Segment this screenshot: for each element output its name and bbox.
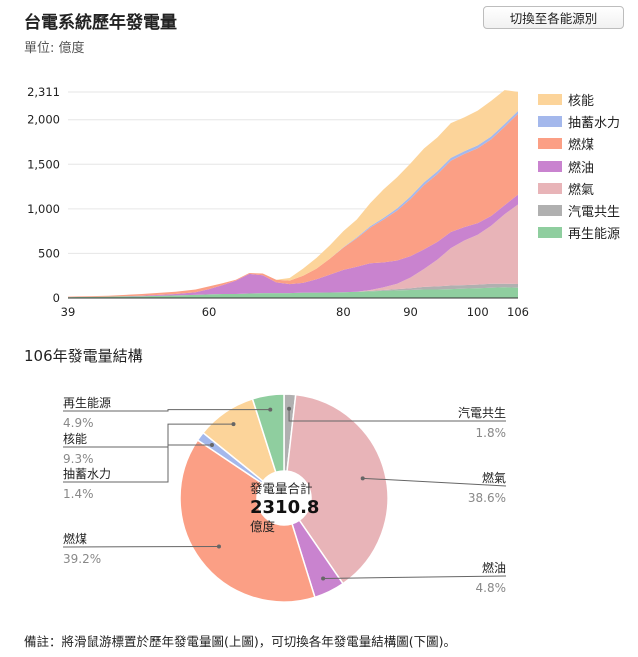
pie-label-name: 燃油 (482, 560, 506, 575)
legend-label: 燃氣 (568, 182, 595, 198)
pie-label-percent: 1.4% (63, 487, 94, 501)
area-series-燃油[interactable] (68, 194, 518, 298)
pie-leader-line (323, 575, 507, 579)
legend-item: 汽電共生 (538, 199, 620, 221)
legend-label: 抽蓄水力 (568, 115, 621, 131)
legend-item: 燃氣 (538, 177, 620, 199)
pie-section-title: 106年發電量結構 (24, 347, 143, 365)
area-series-汽電共生[interactable] (68, 283, 518, 298)
pie-center-value: 2310.8 (250, 497, 319, 518)
legend-swatch (538, 160, 562, 172)
y-tick-label: 1,000 (27, 202, 60, 216)
legend-swatch (538, 227, 562, 239)
pie-label-percent: 1.8% (476, 426, 507, 440)
legend-label: 再生能源 (568, 227, 621, 243)
pie-label-percent: 38.6% (468, 491, 506, 505)
area-series-再生能源[interactable] (68, 287, 518, 298)
pie-label-name: 汽電共生 (458, 405, 506, 420)
x-tick-label: 60 (202, 305, 217, 319)
legend-label: 核能 (568, 93, 595, 109)
pie-slice-再生能源[interactable] (251, 393, 285, 474)
pie-center-label: 發電量合計 (250, 481, 313, 496)
pie-leader-dot (268, 407, 273, 412)
y-tick-label: 500 (38, 246, 60, 260)
y-tick-label: 0 (53, 291, 60, 305)
pie-leader-line (63, 409, 271, 412)
x-tick-label: 106 (507, 305, 529, 319)
pie-leader-line (288, 408, 506, 422)
pie-label-name: 抽蓄水力 (63, 467, 111, 481)
legend-item: 抽蓄水力 (538, 110, 620, 132)
legend-label: 燃煤 (568, 138, 595, 154)
pie-label-percent: 4.8% (476, 581, 507, 595)
x-tick-label: 100 (467, 305, 489, 319)
pie-label-name: 燃氣 (482, 470, 506, 485)
legend-item: 燃煤 (538, 133, 620, 155)
pie-label-name: 核能 (63, 432, 87, 446)
pie-leader-dot (209, 442, 214, 447)
legend-item: 核能 (538, 88, 620, 110)
pie-label-percent: 39.2% (63, 552, 101, 566)
pie-label-name: 再生能源 (63, 396, 111, 410)
pie-label-percent: 4.9% (63, 416, 94, 430)
y-tick-label: 1,500 (27, 157, 60, 171)
pie-leader-line (63, 444, 212, 483)
legend-swatch (538, 138, 562, 150)
pie-center-unit: 億度 (250, 519, 276, 534)
pie-leader-dot (321, 576, 326, 581)
legend-item: 燃油 (538, 155, 620, 177)
legend-label: 燃油 (568, 160, 595, 176)
legend-swatch (538, 93, 562, 105)
pie-leader-dot (360, 476, 365, 481)
pie-leader-line (362, 477, 507, 487)
pie-label-percent: 9.3% (63, 452, 94, 466)
x-tick-label: 90 (403, 305, 418, 319)
legend-swatch (538, 115, 562, 127)
x-tick-label: 80 (336, 305, 351, 319)
pie-slice-燃煤[interactable] (179, 439, 316, 603)
area-series-燃煤[interactable] (68, 113, 518, 298)
legend-label: 汽電共生 (568, 205, 621, 221)
pie-leader-dot (216, 544, 221, 549)
pie-label-name: 燃煤 (63, 531, 87, 546)
pie-leader-dot (287, 406, 292, 411)
page-title: 台電系統歷年發電量 (24, 13, 177, 33)
y-tick-label: 2,311 (27, 85, 60, 99)
switch-energy-button[interactable]: 切換至各能源別 (483, 6, 624, 29)
area-chart[interactable]: 0 500 1,000 1,500 2,000 2,311 39 60 80 90 100 106 (0, 0, 638, 330)
y-tick-label: 2,000 (27, 113, 60, 127)
unit-label: 單位: 億度 (24, 41, 85, 56)
legend-swatch (538, 182, 562, 194)
legend-item: 再生能源 (538, 222, 620, 244)
area-chart-legend: 核能抽蓄水力燃煤燃油燃氣汽電共生再生能源 (538, 88, 620, 244)
pie-leader-line (63, 423, 234, 448)
x-tick-label: 39 (61, 305, 76, 319)
footnote: 備註：將滑鼠游標置於歷年發電量圖(上圖)，可切換各年發電量結構圖(下圖)。 (24, 634, 457, 649)
legend-swatch (538, 205, 562, 217)
pie-leader-dot (231, 422, 236, 427)
